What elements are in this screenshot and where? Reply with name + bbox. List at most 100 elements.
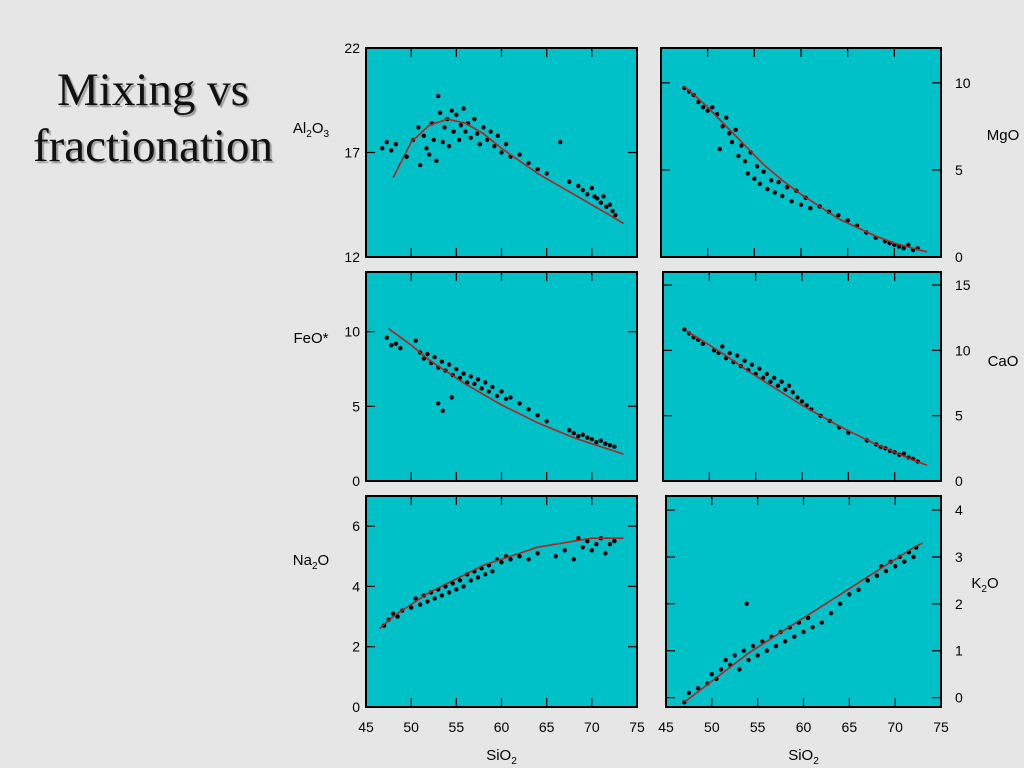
data-point <box>585 539 590 544</box>
data-point <box>436 93 441 99</box>
data-point <box>495 133 501 138</box>
data-point <box>720 124 725 129</box>
data-point <box>594 439 599 445</box>
data-point <box>499 389 504 394</box>
trend-curve <box>379 537 624 630</box>
data-point <box>458 123 464 128</box>
y-tick-label: 22 <box>344 40 360 56</box>
data-point <box>517 401 522 406</box>
data-point <box>768 379 773 384</box>
data-point <box>808 206 813 211</box>
data-point <box>553 554 558 559</box>
data-point <box>503 141 509 147</box>
x-tick-label: 70 <box>887 719 903 735</box>
data-point <box>742 358 747 364</box>
plot-area <box>365 271 638 482</box>
data-point <box>765 186 770 192</box>
y-tick-label: 2 <box>955 596 963 612</box>
y-tick-label: 0 <box>955 473 963 489</box>
data-point <box>494 393 500 399</box>
data-point <box>499 560 504 565</box>
data-point <box>451 129 456 134</box>
data-point <box>739 143 744 148</box>
data-point <box>472 116 477 122</box>
data-point <box>902 559 907 564</box>
data-point <box>745 171 750 176</box>
trend-curve <box>683 542 924 703</box>
data-point <box>393 341 399 346</box>
data-point <box>454 587 459 592</box>
data-point <box>580 432 585 437</box>
data-point <box>589 548 595 553</box>
data-point <box>892 564 898 569</box>
data-point <box>384 139 389 145</box>
x-axis-label: SiO2 <box>486 747 517 767</box>
data-point <box>613 213 618 218</box>
data-point <box>413 338 418 343</box>
data-point <box>461 584 466 589</box>
data-point <box>737 667 742 672</box>
data-point <box>389 148 394 153</box>
data-point <box>757 366 762 371</box>
data-point <box>799 399 805 404</box>
data-point <box>761 169 766 174</box>
data-point <box>526 557 531 562</box>
data-point <box>598 438 604 443</box>
data-point <box>607 202 613 207</box>
data-point <box>760 639 765 644</box>
data-point <box>732 653 737 658</box>
data-point <box>746 657 751 663</box>
data-point <box>535 167 540 172</box>
data-point <box>768 178 774 183</box>
data-point <box>449 108 455 113</box>
data-point <box>446 144 452 149</box>
data-point <box>450 581 455 586</box>
scatter-panel-5: 0 2 4 6 45 50 55 60 65 70 75 SiO2 Na2O <box>293 495 645 767</box>
data-point <box>454 112 459 118</box>
data-point <box>434 158 439 164</box>
data-point <box>446 590 452 595</box>
data-point <box>776 179 781 185</box>
x-tick-label: 60 <box>796 719 812 735</box>
trend-curve <box>685 330 928 467</box>
data-point <box>603 551 608 556</box>
data-point <box>424 146 429 151</box>
y-axis-label: CaO <box>988 353 1019 370</box>
data-point <box>845 218 850 223</box>
data-point <box>580 545 585 550</box>
data-point <box>705 108 710 113</box>
data-point <box>828 611 834 616</box>
data-point <box>847 592 852 597</box>
y-tick-label: 2 <box>352 639 360 655</box>
y-tick-label: 10 <box>344 324 360 340</box>
data-point <box>562 548 567 553</box>
data-point <box>773 643 779 649</box>
y-axis-label: FeO* <box>293 330 328 347</box>
data-point <box>535 413 540 418</box>
data-point <box>733 127 738 133</box>
data-point <box>757 181 763 187</box>
data-point <box>488 129 493 134</box>
y-axis-label: MgO <box>987 127 1020 144</box>
x-tick-label: 60 <box>494 719 510 735</box>
data-point <box>576 434 581 439</box>
data-point <box>752 176 757 181</box>
data-point <box>508 395 513 400</box>
data-point <box>431 137 436 143</box>
data-point <box>682 327 687 332</box>
data-point <box>589 185 595 191</box>
data-point <box>612 444 617 449</box>
data-point <box>792 634 797 639</box>
data-point <box>393 141 399 147</box>
data-point <box>474 131 480 136</box>
data-point <box>901 451 907 456</box>
slide-title-line-1: Mixing vs <box>57 64 249 116</box>
x-tick-label: 55 <box>449 719 465 735</box>
data-point <box>472 381 477 387</box>
data-point <box>779 379 784 384</box>
data-point <box>585 192 590 197</box>
data-point <box>395 614 400 619</box>
data-point <box>780 193 785 199</box>
data-point <box>490 384 495 390</box>
